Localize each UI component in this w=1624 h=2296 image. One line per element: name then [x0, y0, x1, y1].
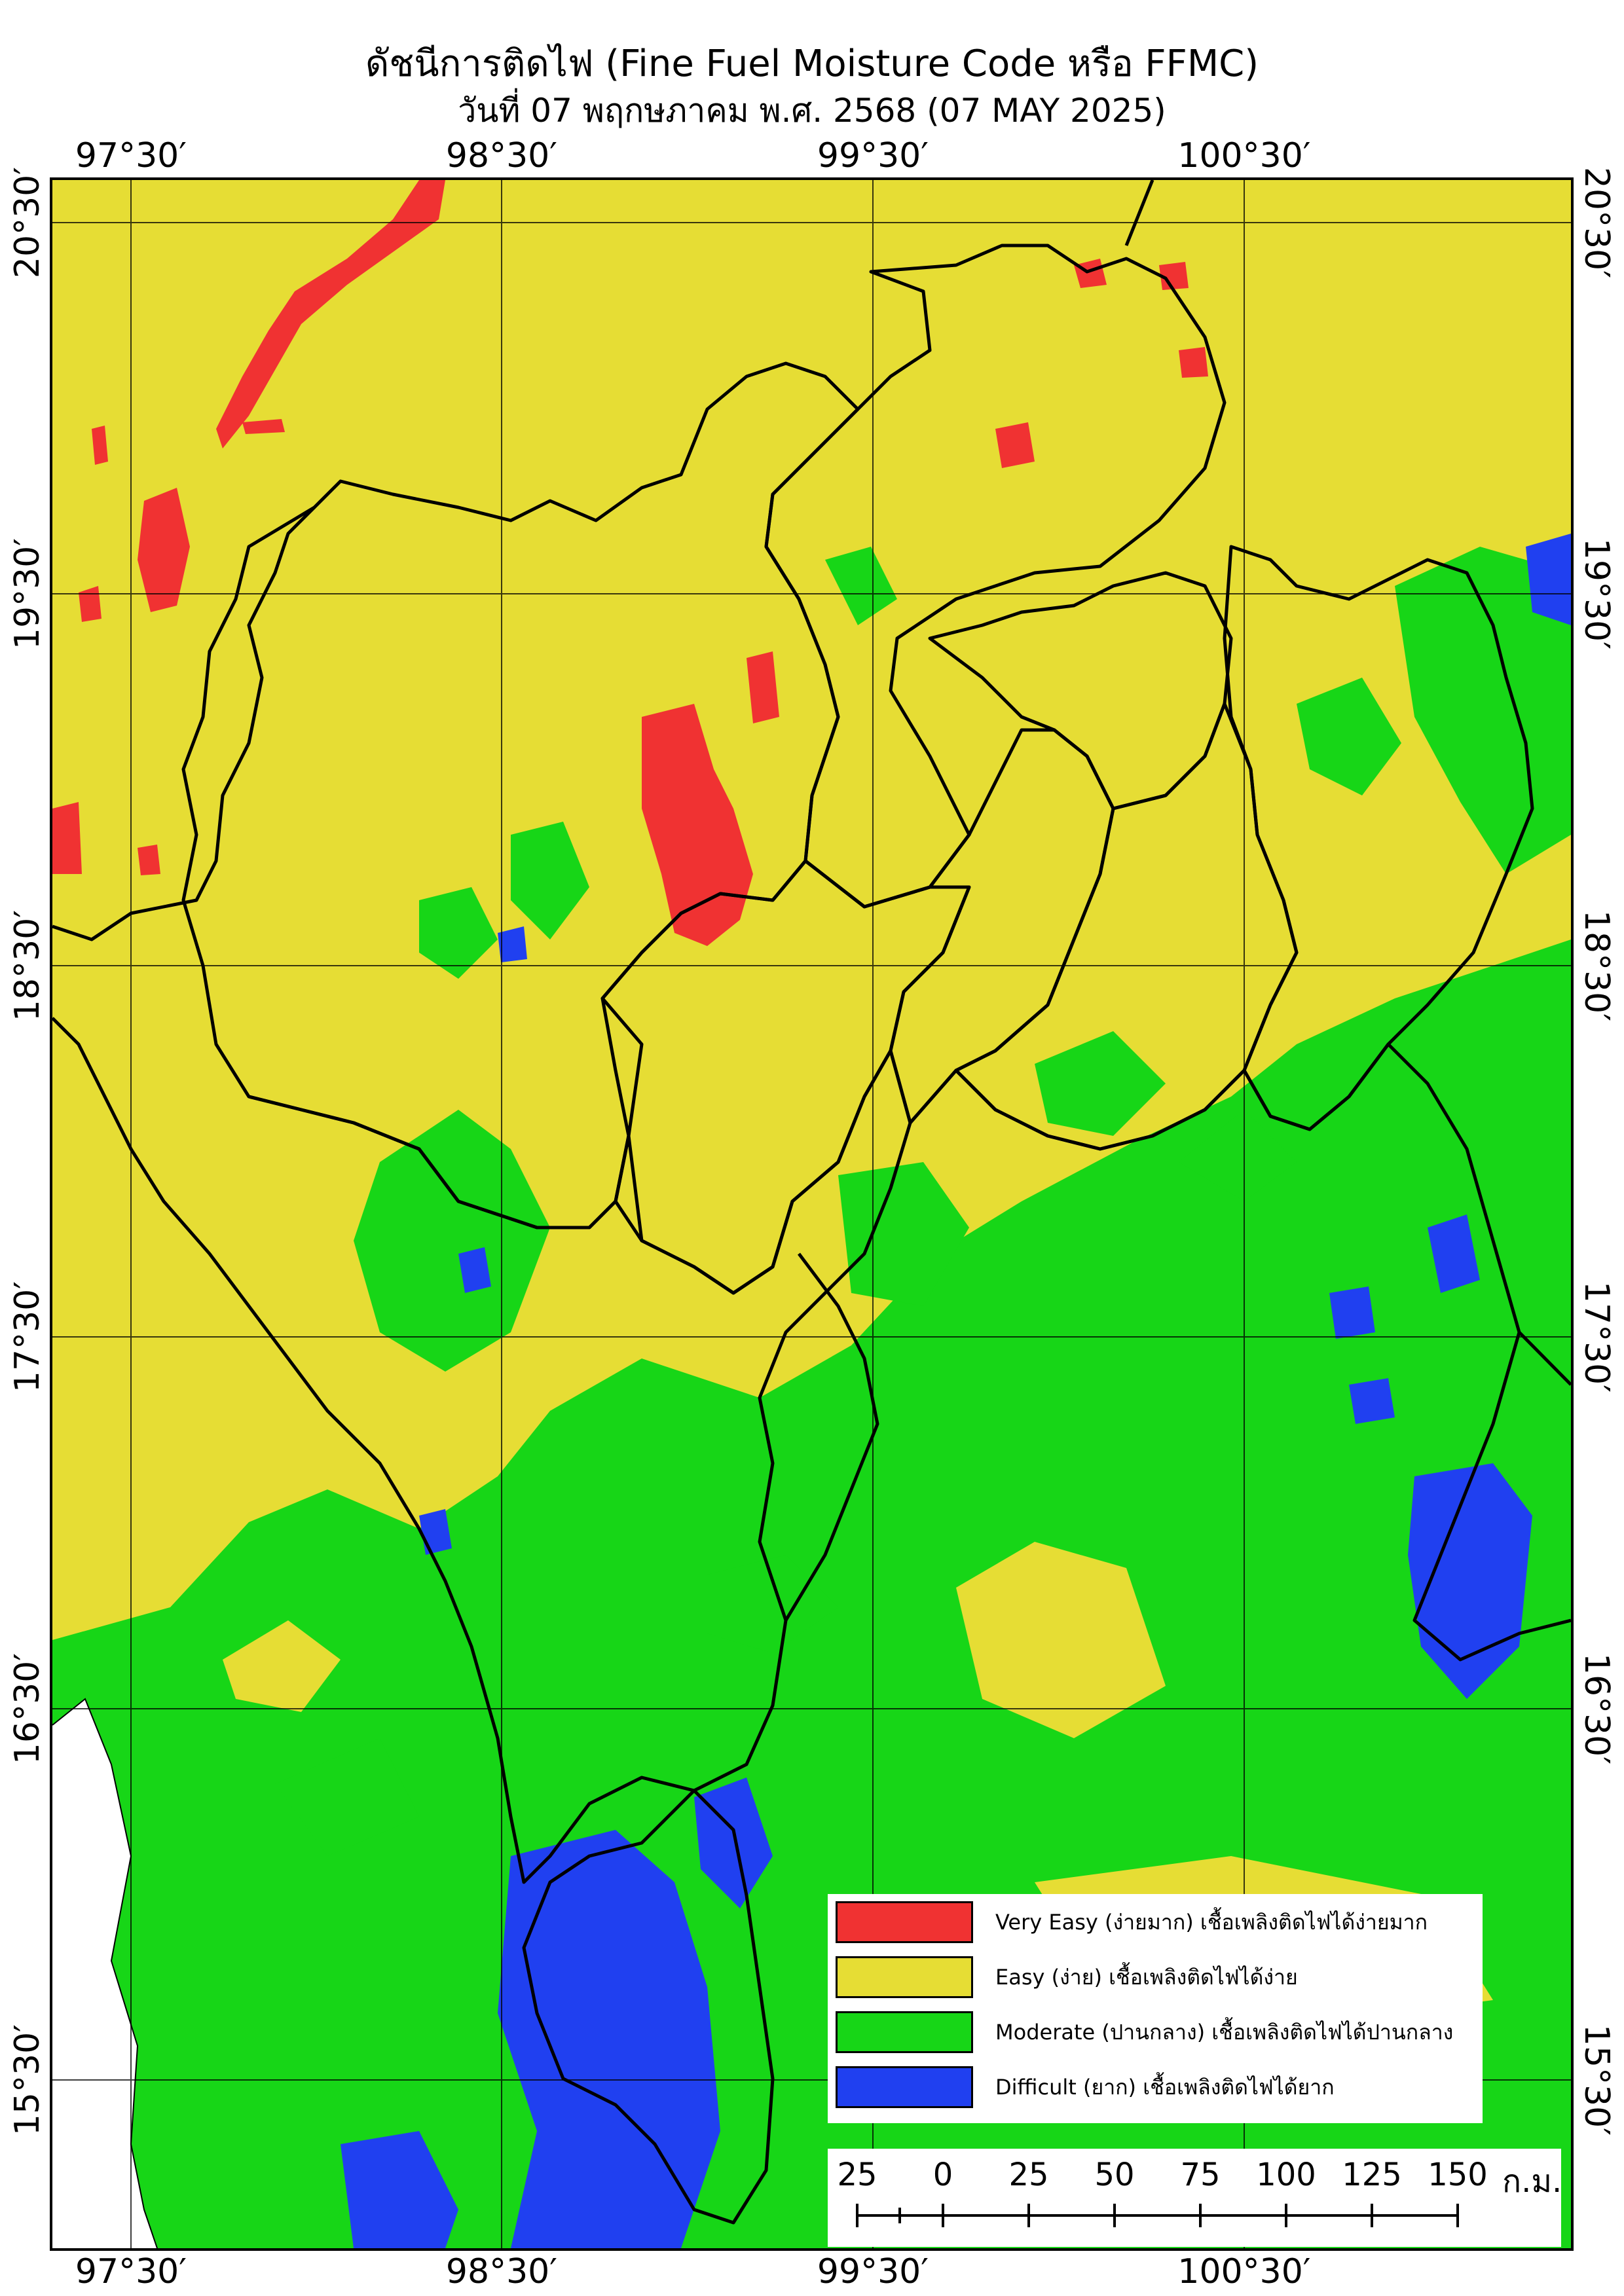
province-boundaries [52, 180, 1571, 2225]
scale-unit: ก.ม. [1502, 2163, 1562, 2200]
legend-swatch-easy [836, 1956, 973, 1998]
legend-item-moderate: Moderate (ปานกลาง) เชื้อเพลิงติดไฟได้ปาน… [836, 2009, 1453, 2055]
legend-swatch-very-easy [836, 1901, 973, 1943]
lon-label-top-4: 100°30′ [1177, 136, 1311, 175]
boundary-mae-hong-son [52, 506, 316, 941]
map-title: ดัชนีการติดไฟ (Fine Fuel Moisture Code ห… [365, 43, 1259, 85]
scale-tick-label: 100 [1256, 2157, 1316, 2193]
map-subtitle: วันที่ 07 พฤกษภาคม พ.ศ. 2568 (07 MAY 202… [458, 92, 1166, 130]
lat-label-right-3: 18°30′ [1577, 909, 1616, 1022]
lat-label-right-2: 19°30′ [1577, 538, 1616, 650]
boundary-east-edge [1412, 1332, 1571, 1662]
boundary-uttaradit [909, 1042, 1571, 1386]
graticule [52, 180, 1571, 2248]
legend-item-difficult: Difficult (ยาก) เชื้อเพลิงติดไฟได้ยาก [836, 2064, 1335, 2110]
lon-label-bottom-4: 100°30′ [1177, 2252, 1311, 2291]
lon-label-bottom-2: 98°30′ [445, 2252, 558, 2291]
legend-label-moderate: Moderate (ปานกลาง) เชื้อเพลิงติดไฟได้ปาน… [995, 2019, 1454, 2045]
lat-label-right-6: 15°30′ [1577, 2024, 1616, 2136]
lat-label-left-2: 19°30′ [8, 538, 47, 650]
legend-swatch-difficult [836, 2066, 973, 2108]
scale-tick-label: 25 [1008, 2157, 1049, 2193]
map-legend: Very Easy (ง่ายมาก) เชื้อเพลิงติดไฟได้ง่… [828, 1894, 1483, 2123]
legend-item-easy: Easy (ง่าย) เชื้อเพลิงติดไฟได้ง่าย [836, 1954, 1298, 2000]
scale-tick-label: 150 [1428, 2157, 1488, 2193]
lon-label-bottom-3: 99°30′ [817, 2252, 929, 2291]
scale-tick-label: 25 [837, 2157, 877, 2193]
coastline [52, 1698, 158, 2248]
lat-label-right-5: 16°30′ [1577, 1652, 1616, 1765]
lat-label-left-1: 20°30′ [8, 166, 47, 279]
legend-label-easy: Easy (ง่าย) เชื้อเพลิงติดไฟได้ง่าย [995, 1964, 1298, 1990]
scale-tick-label: 125 [1342, 2157, 1402, 2193]
lat-label-right-1: 20°30′ [1577, 166, 1616, 279]
lon-label-bottom-1: 97°30′ [75, 2252, 187, 2291]
scale-bar-line [856, 2204, 1459, 2227]
boundary-sukhothai [784, 1252, 879, 1622]
boundary-north-tip [1124, 180, 1154, 246]
legend-item-very-easy: Very Easy (ง่ายมาก) เชื้อเพลิงติดไฟได้ง่… [836, 1899, 1428, 1945]
scale-bar: 25 0 25 50 75 100 125 150 ก.ม. [828, 2149, 1562, 2247]
lat-label-right-4: 17°30′ [1577, 1281, 1616, 1393]
lon-label-top-3: 99°30′ [817, 136, 929, 175]
lat-label-left-5: 16°30′ [8, 1652, 47, 1765]
legend-label-very-easy: Very Easy (ง่ายมาก) เชื้อเพลิงติดไฟได้ง่… [995, 1909, 1428, 1935]
boundary-kamphaeng-phet-west [522, 1789, 775, 2225]
scale-tick-label: 0 [932, 2157, 953, 2193]
lat-label-left-6: 15°30′ [8, 2024, 47, 2136]
very-easy-zones [52, 180, 1208, 946]
lat-label-left-3: 18°30′ [8, 909, 47, 1022]
legend-label-difficult: Difficult (ยาก) เชื้อเพลิงติดไฟได้ยาก [995, 2074, 1335, 2100]
lon-label-top-2: 98°30′ [445, 136, 558, 175]
legend-swatch-moderate [836, 2011, 973, 2053]
lat-label-left-4: 17°30′ [8, 1281, 47, 1393]
boundary-tak [52, 1017, 912, 1884]
scale-tick-label: 50 [1094, 2157, 1135, 2193]
scale-tick-label: 75 [1180, 2157, 1221, 2193]
lon-label-top-1: 97°30′ [75, 136, 187, 175]
